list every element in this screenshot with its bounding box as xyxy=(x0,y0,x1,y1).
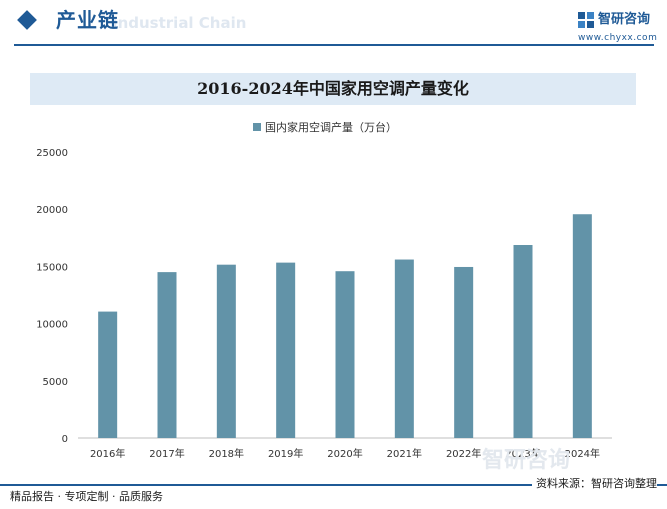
brand-name: 智研咨询 xyxy=(598,12,651,27)
y-tick-label: 20000 xyxy=(36,205,68,216)
bar xyxy=(216,264,236,438)
bar-chart: 国内家用空调产量（万台） 0 5000 10000 15000 20000 25000 201… xyxy=(36,120,612,460)
x-tick-label: 2018年 xyxy=(209,447,244,460)
legend-label: 国内家用空调产量（万台） xyxy=(265,120,397,134)
x-tick-label: 2021年 xyxy=(387,447,422,460)
legend-swatch xyxy=(253,123,261,131)
bar xyxy=(572,214,592,438)
x-tick-label: 2017年 xyxy=(149,447,184,460)
x-tick-label: 2020年 xyxy=(327,447,362,460)
brand-logo-icon xyxy=(578,12,594,28)
footer-slogan: 精品报告 · 专项定制 · 品质服务 xyxy=(10,490,163,503)
header-divider-right xyxy=(570,44,654,46)
chart-title: 2016-2024年中国家用空调产量变化 xyxy=(197,79,469,98)
brand[interactable]: 智研咨询 www.chyxx.com xyxy=(578,10,662,43)
bar xyxy=(454,266,474,438)
y-tick-label: 10000 xyxy=(36,320,68,331)
footer-watermark: 智研咨询 xyxy=(482,448,571,473)
chart-title-band: 2016-2024年中国家用空调产量变化 xyxy=(30,73,636,105)
y-tick-label: 25000 xyxy=(36,148,68,159)
bar xyxy=(335,271,355,438)
source-note: 资料来源：智研咨询整理 xyxy=(532,476,657,492)
bar xyxy=(394,259,414,438)
x-tick-label: 2022年 xyxy=(446,447,481,460)
x-tick-label: 2024年 xyxy=(565,447,600,460)
diamond-icon xyxy=(17,10,37,30)
bar xyxy=(98,311,118,438)
header: Industrial Chain 产业链 智研咨询 www.chyxx.com xyxy=(0,0,667,48)
x-tick-label: 2016年 xyxy=(90,447,125,460)
x-tick-label: 2023年 xyxy=(505,447,540,460)
section-title: 产业链 xyxy=(56,8,119,32)
y-tick-label: 5000 xyxy=(43,377,68,388)
footer-divider xyxy=(0,484,667,486)
header-divider xyxy=(14,44,570,46)
header-watermark: Industrial Chain xyxy=(112,14,247,32)
bar xyxy=(276,262,296,438)
bar xyxy=(157,272,177,438)
y-tick-label: 15000 xyxy=(36,262,68,273)
brand-url[interactable]: www.chyxx.com xyxy=(578,33,658,43)
bar xyxy=(513,245,533,438)
y-tick-label: 0 xyxy=(62,434,68,445)
x-tick-label: 2019年 xyxy=(268,447,303,460)
